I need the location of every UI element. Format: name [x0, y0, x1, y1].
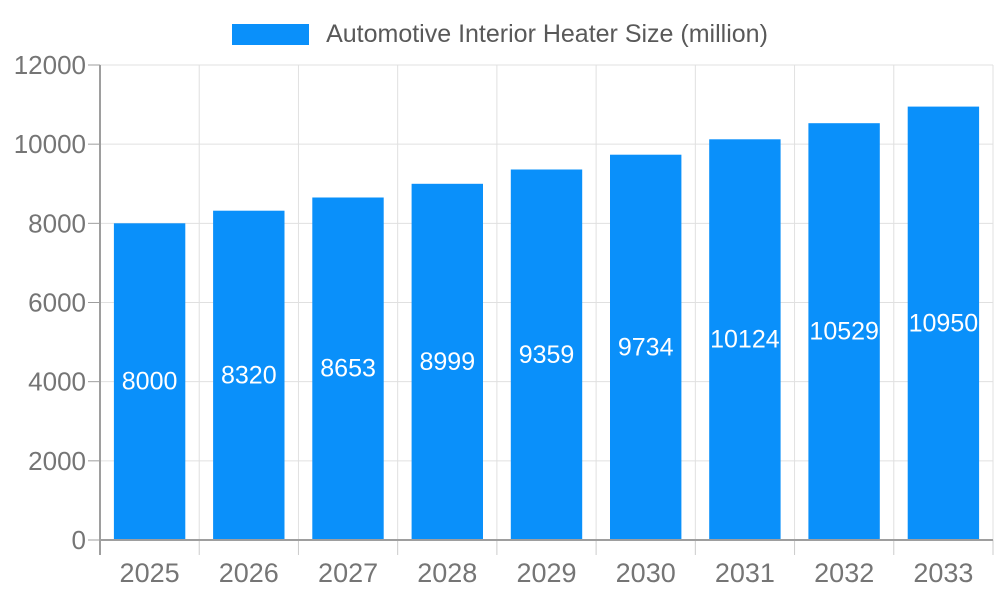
bar[interactable] [113, 223, 186, 541]
legend-swatch-icon [232, 24, 310, 45]
legend-label: Automotive Interior Heater Size (million… [326, 20, 768, 48]
y-tick-label: 4000 [28, 367, 86, 397]
x-tick-label: 2032 [814, 558, 874, 588]
y-tick-label: 12000 [14, 50, 86, 80]
y-tick-label: 10000 [14, 129, 86, 159]
bar-value-label: 8320 [221, 361, 277, 389]
bar[interactable] [510, 169, 583, 541]
y-tick-label: 0 [72, 525, 86, 555]
bar-value-label: 8653 [320, 355, 376, 383]
y-tick-label: 8000 [28, 208, 86, 238]
x-tick-label: 2025 [120, 558, 180, 588]
x-tick-label: 2030 [616, 558, 676, 588]
bar[interactable] [312, 197, 384, 541]
bar-value-label: 10124 [710, 326, 780, 354]
legend[interactable]: Automotive Interior Heater Size (million… [0, 22, 1000, 47]
bar-series: 8000 8320 8653 8999 9359 9734 10124 10529 10950 [113, 106, 980, 541]
bar-value-label: 10529 [809, 318, 879, 346]
axes: 0 2000 4000 6000 8000 10000 12000 2025 2026 2027 2… [14, 50, 994, 588]
bar-value-label: 10950 [909, 309, 979, 337]
bar[interactable] [213, 210, 285, 540]
bar[interactable] [411, 183, 483, 541]
x-tick-label: 2031 [715, 558, 775, 588]
x-tick-label: 2028 [417, 558, 477, 588]
bar-value-label: 9734 [618, 333, 674, 361]
bar-value-label: 9359 [519, 341, 575, 369]
bar[interactable] [907, 106, 980, 540]
bar[interactable] [610, 154, 682, 540]
bar-value-label: 8000 [122, 368, 178, 396]
bar[interactable] [808, 123, 880, 540]
x-tick-label: 2027 [318, 558, 378, 588]
bar-value-label: 8999 [419, 348, 475, 376]
x-tick-label: 2029 [516, 558, 576, 588]
x-tick-label: 2026 [219, 558, 279, 588]
y-tick-label: 2000 [28, 446, 86, 476]
x-tick-label: 2033 [913, 558, 973, 588]
bar[interactable] [709, 139, 781, 541]
y-tick-label: 6000 [28, 288, 86, 318]
